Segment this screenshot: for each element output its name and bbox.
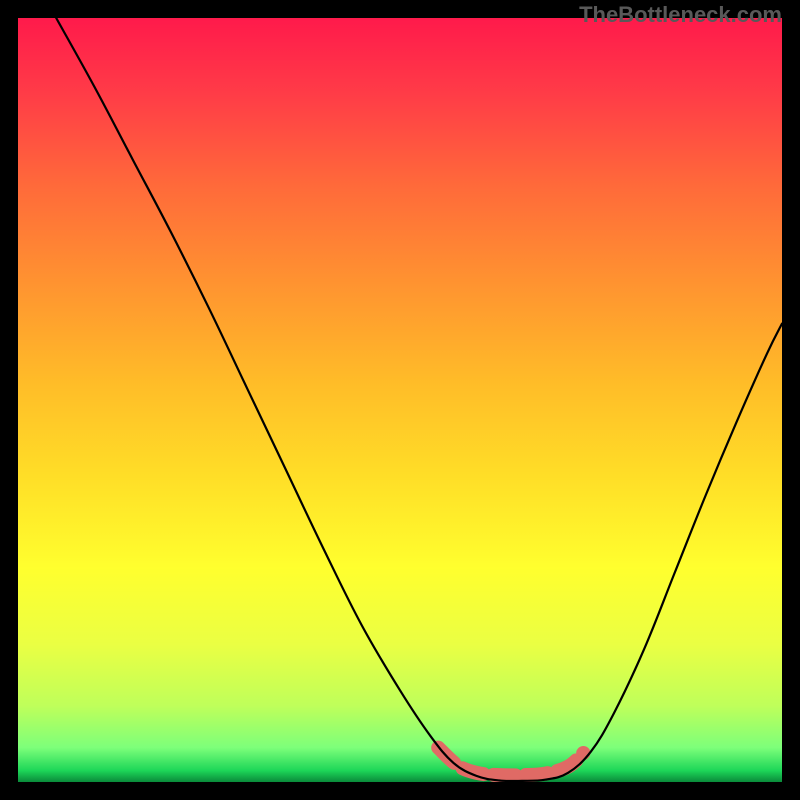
watermark-text: TheBottleneck.com: [579, 2, 782, 28]
bottleneck-chart: [0, 0, 800, 800]
heatmap-background: [18, 18, 782, 782]
